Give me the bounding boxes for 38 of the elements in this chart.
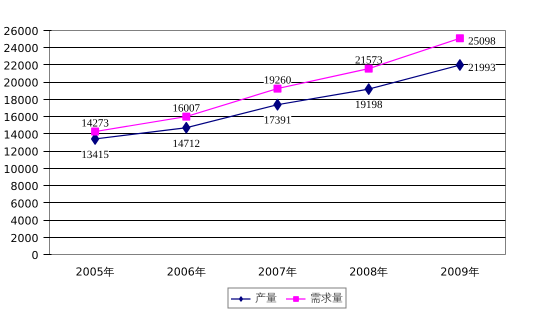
y-tick-label: 24000	[4, 42, 39, 56]
y-tick-label: 10000	[4, 162, 39, 176]
y-tick-label: 14000	[4, 128, 39, 142]
x-tick-label: 2009年	[440, 266, 480, 278]
y-tick-label: 20000	[4, 76, 39, 90]
legend-label: 需求量	[310, 290, 343, 306]
point	[274, 84, 282, 93]
data-label: 21993	[468, 62, 496, 74]
y-tick-label: 0	[32, 249, 38, 262]
y-tick-label: 16000	[4, 111, 39, 124]
data-label: 17391	[264, 114, 292, 127]
x-tick-label: 2005年	[76, 266, 115, 278]
point	[456, 34, 464, 42]
data-label: 21573	[354, 54, 383, 67]
point	[456, 59, 464, 72]
y-tick-label: 6000	[10, 197, 39, 210]
y-tick-label: 2000	[10, 232, 39, 245]
y-tick-label: 26000	[4, 25, 39, 38]
data-label: 19260	[264, 74, 292, 87]
data-label: 13415	[81, 148, 110, 161]
y-tick-label: 12000	[4, 146, 39, 159]
data-label: 16007	[172, 102, 201, 115]
point	[182, 112, 190, 121]
data-label: 14273	[81, 118, 110, 130]
y-tick-label: 8000	[10, 180, 39, 194]
y-tick-label: 4000	[10, 214, 39, 228]
x-tick-label: 2006年	[166, 266, 206, 278]
legend-label: 产量	[255, 290, 277, 306]
data-label: 25098	[468, 35, 496, 48]
x-tick-label: 2007年	[258, 266, 298, 278]
point	[364, 64, 373, 73]
y-tick-label: 22000	[4, 59, 39, 72]
data-label: 14712	[172, 138, 200, 150]
point	[273, 98, 282, 111]
y-tick-label: 18000	[4, 94, 39, 107]
x-tick-label: 2008年	[349, 266, 388, 278]
point	[91, 128, 100, 136]
data-label: 19198	[354, 99, 383, 112]
